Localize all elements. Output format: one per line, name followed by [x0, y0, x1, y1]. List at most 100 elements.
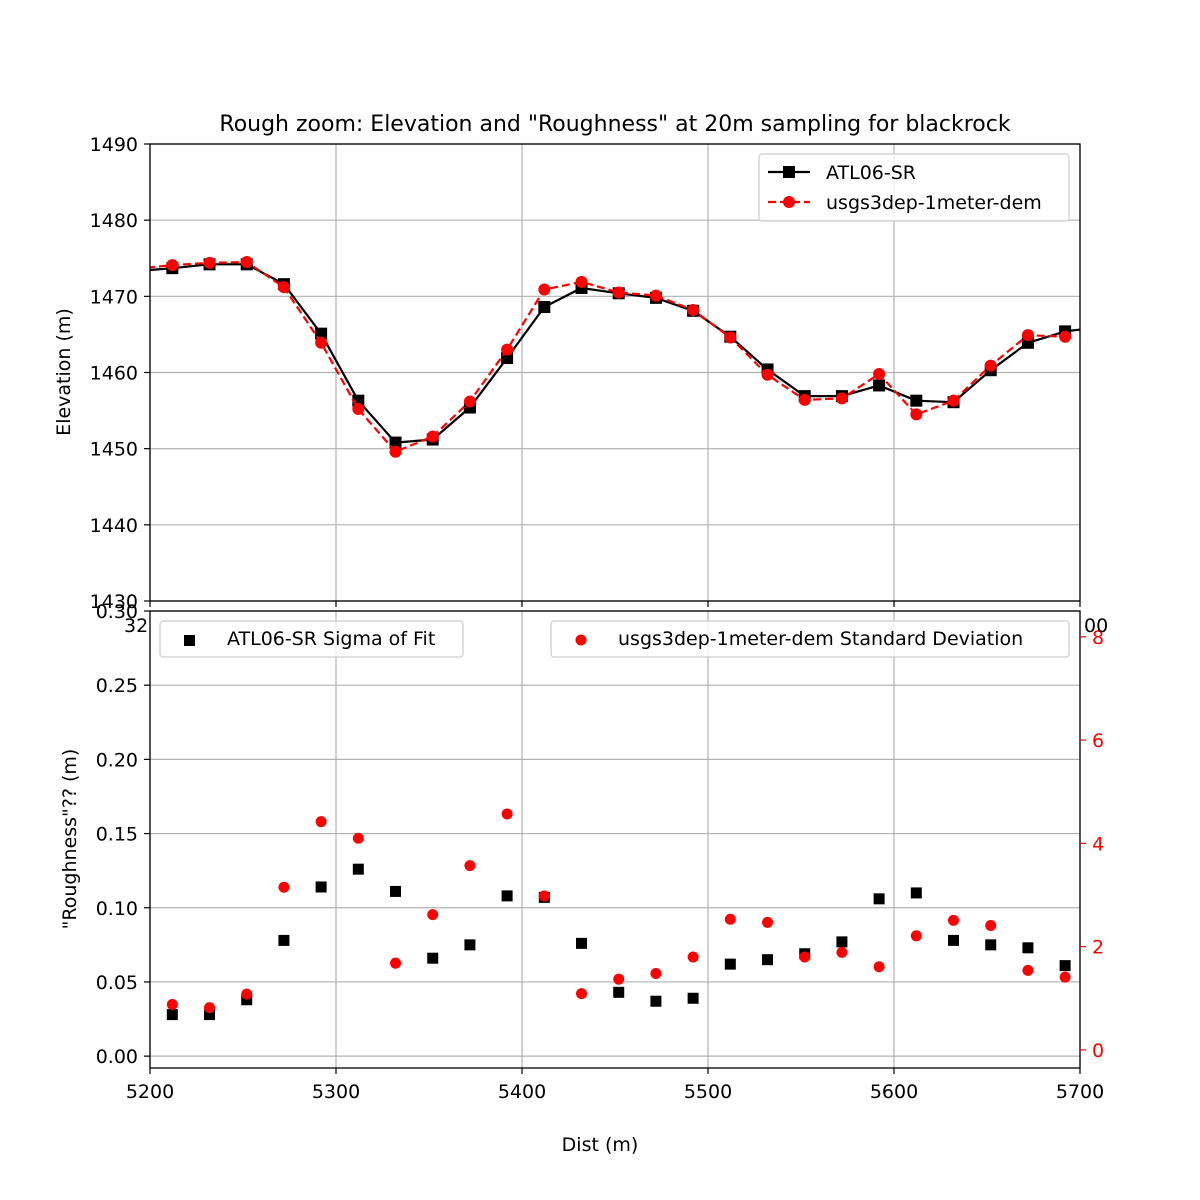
roughness-y-tick-label: 0.05 — [96, 972, 138, 994]
roughness-x-tick-label: 5200 — [126, 1081, 174, 1103]
dem-elevation-point — [575, 275, 588, 288]
sigma-of-fit-point — [910, 887, 922, 899]
stddev-point — [278, 881, 290, 893]
stddev-y2-tick-label: 2 — [1092, 937, 1104, 959]
dem-elevation-point — [947, 394, 960, 407]
dem-elevation-point — [835, 392, 848, 405]
dem-elevation-point — [389, 445, 402, 458]
elevation-ticks: 1430 1440 1450 1460 1470 1480 1490 — [90, 134, 1081, 613]
stddev-point — [427, 909, 439, 921]
dem-elevation-line — [150, 261, 1066, 453]
roughness-x-tick-label: 5300 — [312, 1081, 360, 1103]
roughness-panel: 5200 5300 5400 5500 5600 5700 0.00 0.05 0.10 0.15… — [59, 601, 1108, 1156]
roughness-x-tick-label: 5500 — [684, 1081, 732, 1103]
dem-elevation-point — [761, 368, 774, 381]
sigma-of-fit-point — [836, 936, 848, 948]
stddev-point — [352, 832, 364, 844]
dem-elevation-point — [873, 368, 886, 381]
sigma-of-fit-point — [576, 937, 588, 949]
stddev-point — [501, 808, 513, 820]
sigma-of-fit-point — [762, 954, 774, 966]
atl06-elevation-point — [910, 394, 923, 407]
stddev-point — [204, 1002, 216, 1014]
sigma-of-fit-point — [241, 994, 253, 1006]
dem-elevation-point — [277, 281, 290, 294]
stddev-y2-tick-label: 4 — [1092, 833, 1104, 855]
roughness-x-tick-label: 5600 — [870, 1081, 918, 1103]
sigma-of-fit-point — [352, 863, 364, 875]
stddev-point — [390, 957, 402, 969]
roughness-ticks: 5200 5300 5400 5500 5600 5700 0.00 0.05 0.10 0.15… — [96, 601, 1104, 1103]
sigma-of-fit-point — [166, 1009, 178, 1021]
atl06-elevation-point — [873, 379, 886, 392]
dem-elevation-point — [203, 256, 216, 269]
stddev-legend-box — [550, 620, 1070, 658]
elevation-series — [150, 256, 1080, 458]
stddev-point — [985, 919, 997, 931]
stddev-point — [873, 961, 885, 973]
stddev-point — [799, 951, 811, 963]
elevation-y-tick-label: 1490 — [90, 134, 138, 156]
stddev-point — [538, 890, 550, 902]
stddev-point — [1022, 964, 1034, 976]
dem-elevation-point — [240, 256, 253, 269]
dem-elevation-point — [166, 259, 179, 272]
stddev-point — [762, 916, 774, 928]
sigma-of-fit-point — [873, 893, 885, 905]
roughness-axes-frame — [149, 610, 1081, 1069]
atl06-elevation-point — [389, 436, 402, 449]
roughness-y-label: "Roughness"?? (m) — [59, 749, 81, 930]
sigma-of-fit-point — [650, 995, 662, 1007]
roughness-y-tick-label: 0.00 — [96, 1046, 138, 1068]
legend-atl06-marker — [783, 166, 795, 178]
dem-elevation-point — [798, 393, 811, 406]
dem-elevation-point — [538, 283, 551, 296]
stddev-y2-tick-label: 6 — [1092, 730, 1104, 752]
stddev-point — [613, 973, 625, 985]
legend-dem-marker — [783, 196, 795, 208]
stddev-point — [687, 951, 699, 963]
elevation-y-tick-label: 1450 — [90, 439, 138, 461]
legend-dem-label: usgs3dep-1meter-dem — [826, 192, 1042, 214]
sigma-legend: ATL06-SR Sigma of Fit — [159, 620, 464, 658]
roughness-x-tick-label: 5400 — [498, 1081, 546, 1103]
sigma-of-fit-point — [464, 939, 476, 951]
sigma-of-fit-point — [724, 958, 736, 970]
legend-atl06-label: ATL06-SR — [826, 162, 916, 184]
dem-elevation-point — [352, 403, 365, 416]
dem-elevation-point — [501, 343, 514, 356]
legend-stddev-marker — [575, 634, 587, 646]
dem-elevation-point — [426, 430, 439, 443]
sigma-of-fit-point — [985, 939, 997, 951]
sigma-of-fit-point — [278, 934, 290, 946]
sigma-of-fit-point — [204, 1009, 216, 1021]
stddev-point — [464, 860, 476, 872]
roughness-y-tick-label: 0.25 — [96, 675, 138, 697]
sigma-of-fit-point — [390, 885, 402, 897]
sigma-of-fit-point — [613, 986, 625, 998]
sigma-of-fit-point — [1022, 942, 1034, 954]
dem-elevation-point — [463, 395, 476, 408]
dem-elevation-point — [1059, 330, 1072, 343]
atl06-elevation-point — [1021, 336, 1034, 349]
sigma-of-fit-point — [427, 952, 439, 964]
stddev-point — [836, 946, 848, 958]
stddev-y2-tick-label: 0 — [1092, 1040, 1104, 1062]
roughness-series — [166, 808, 1071, 1021]
roughness-y-tick-label: 0.30 — [96, 601, 138, 623]
stddev-point — [650, 968, 662, 980]
elevation-y-tick-label: 1480 — [90, 210, 138, 232]
elevation-panel: Rough zoom: Elevation and "Roughness" at… — [53, 112, 1081, 613]
overlap-text-right: 00 — [1084, 615, 1108, 637]
legend-stddev-label: usgs3dep-1meter-dem Standard Deviation — [618, 628, 1023, 650]
dem-elevation-point — [910, 408, 923, 421]
stddev-point — [166, 998, 178, 1010]
overlap-text-left: 32 — [124, 615, 148, 637]
dem-elevation-point — [1021, 329, 1034, 342]
sigma-of-fit-point — [501, 890, 513, 902]
dem-elevation-point — [687, 304, 700, 317]
elevation-y-tick-label: 1430 — [90, 591, 138, 613]
stddev-legend: usgs3dep-1meter-dem Standard Deviation — [550, 620, 1070, 658]
stddev-point — [315, 816, 327, 828]
